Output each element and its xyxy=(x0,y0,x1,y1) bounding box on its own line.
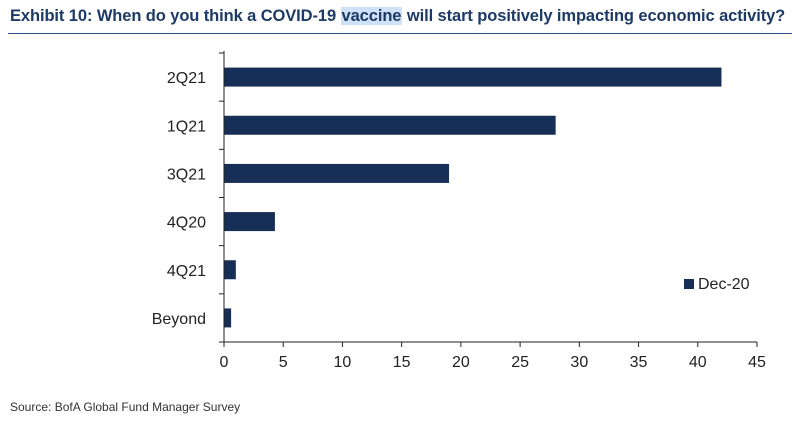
source-note: Source: BofA Global Fund Manager Survey xyxy=(10,400,241,414)
category-label-4q20: 4Q20 xyxy=(167,215,206,232)
x-tick-label: 0 xyxy=(220,354,229,371)
x-tick-label: 5 xyxy=(279,354,288,371)
legend: Dec-20 xyxy=(684,276,750,293)
x-tick-label: 20 xyxy=(452,354,470,371)
legend-label: Dec-20 xyxy=(698,276,750,293)
category-labels: 2Q21 1Q21 3Q21 4Q20 4Q21 Beyond xyxy=(152,70,206,328)
bar-4q21 xyxy=(224,260,236,280)
x-tick-label: 10 xyxy=(334,354,352,371)
x-tick-label: 30 xyxy=(570,354,588,371)
category-label-2q21: 2Q21 xyxy=(167,70,206,87)
bars-group xyxy=(224,67,722,328)
bar-4q20 xyxy=(224,212,275,232)
x-tick-label: 40 xyxy=(689,354,707,371)
chart-title-highlight: vaccine xyxy=(340,7,403,25)
category-label-beyond: Beyond xyxy=(152,311,206,328)
x-tick-label: 45 xyxy=(748,354,766,371)
chart-title-prefix: Exhibit 10: When do you think a COVID-19 xyxy=(10,7,341,25)
bar-2q21 xyxy=(224,67,722,87)
category-label-3q21: 3Q21 xyxy=(167,166,206,183)
chart-title-suffix: will start positively impacting economic… xyxy=(402,7,786,25)
x-tick-label: 15 xyxy=(393,354,411,371)
legend-swatch xyxy=(684,279,694,289)
bar-3q21 xyxy=(224,163,450,183)
x-tick-label: 35 xyxy=(630,354,648,371)
axes-group: 0 5 10 15 20 25 30 35 40 45 xyxy=(219,51,766,371)
category-label-4q21: 4Q21 xyxy=(167,263,206,280)
title-divider xyxy=(8,33,792,34)
bar-beyond xyxy=(224,308,232,328)
bar-1q21 xyxy=(224,115,556,135)
category-label-1q21: 1Q21 xyxy=(167,118,206,135)
x-tick-label: 25 xyxy=(511,354,529,371)
chart-title: Exhibit 10: When do you think a COVID-19… xyxy=(10,7,790,26)
